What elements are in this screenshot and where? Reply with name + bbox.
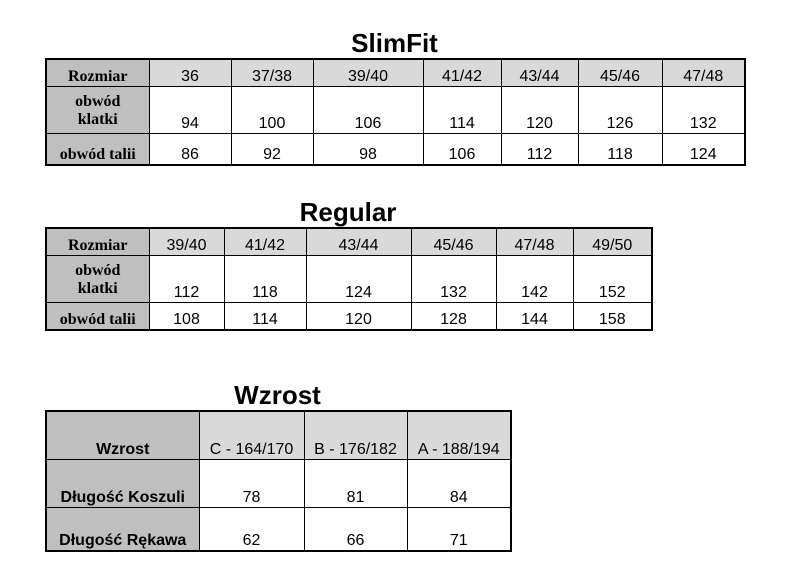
- table-cell: 120: [305, 302, 412, 331]
- table-cell: 92: [230, 133, 314, 166]
- corner-label-wzrost: Wzrost: [45, 410, 200, 460]
- corner-label-regular: Rozmiar: [45, 227, 150, 256]
- table-row-header: Rozmiar 36 37/38 39/40 41/42 43/44 45/46…: [45, 58, 746, 87]
- table-row: obwód klatki 94 100 106 114 120 126 132: [45, 86, 746, 134]
- table-row: Długość Koszuli 78 81 84: [45, 459, 512, 508]
- row-label: Długość Koszuli: [45, 459, 200, 508]
- column-header: 43/44: [305, 227, 412, 256]
- row-label-line1: obwód: [75, 262, 121, 279]
- table-cell: 126: [577, 86, 663, 134]
- column-header: 41/42: [422, 58, 502, 87]
- table-cell: 78: [198, 459, 305, 508]
- table-cell: 114: [223, 302, 307, 331]
- table-wzrost: Wzrost C - 164/170 B - 176/182 A - 188/1…: [45, 410, 512, 552]
- table-cell: 62: [198, 507, 305, 552]
- table-cell: 84: [406, 459, 512, 508]
- size-table-slimfit: SlimFit Rozmiar 36 37/38 39/40 41/42 43/…: [45, 28, 746, 166]
- size-table-regular: Regular Rozmiar 39/40 41/42 43/44 45/46 …: [45, 197, 653, 331]
- column-header: C - 164/170: [198, 410, 305, 460]
- table-cell: 86: [148, 133, 232, 166]
- table-cell: 81: [303, 459, 408, 508]
- table-cell: 124: [305, 255, 412, 303]
- table-row-header: Wzrost C - 164/170 B - 176/182 A - 188/1…: [45, 410, 512, 460]
- table-cell: 124: [661, 133, 746, 166]
- column-header: B - 176/182: [303, 410, 408, 460]
- table-cell: 98: [312, 133, 424, 166]
- table-cell: 144: [495, 302, 574, 331]
- table-cell: 132: [661, 86, 746, 134]
- table-cell: 118: [223, 255, 307, 303]
- table-slimfit: Rozmiar 36 37/38 39/40 41/42 43/44 45/46…: [45, 58, 746, 166]
- corner-label-slimfit: Rozmiar: [45, 58, 150, 87]
- table-cell: 158: [572, 302, 653, 331]
- table-row: obwód talii 86 92 98 106 112 118 124: [45, 133, 746, 166]
- table-cell: 71: [406, 507, 512, 552]
- row-label-line2: klatki: [77, 280, 118, 297]
- table-cell: 152: [572, 255, 653, 303]
- table-regular: Rozmiar 39/40 41/42 43/44 45/46 47/48 49…: [45, 227, 653, 331]
- column-header: 36: [148, 58, 232, 87]
- table-cell: 108: [148, 302, 225, 331]
- column-header: 45/46: [577, 58, 663, 87]
- table-row: obwód klatki 112 118 124 132 142 152: [45, 255, 653, 303]
- table-cell: 94: [148, 86, 232, 134]
- column-header: 39/40: [312, 58, 424, 87]
- row-label: obwód klatki: [45, 86, 150, 134]
- table-cell: 106: [312, 86, 424, 134]
- table-cell: 132: [410, 255, 497, 303]
- table-cell: 112: [148, 255, 225, 303]
- table-row: obwód talii 108 114 120 128 144 158: [45, 302, 653, 331]
- row-label: obwód klatki: [45, 255, 150, 303]
- row-label-line1: obwód: [75, 93, 121, 110]
- row-label: obwód talii: [45, 302, 150, 331]
- size-table-wzrost: Wzrost Wzrost C - 164/170 B - 176/182 A …: [45, 380, 512, 552]
- column-header: 45/46: [410, 227, 497, 256]
- column-header: 47/48: [495, 227, 574, 256]
- table-cell: 100: [230, 86, 314, 134]
- table-cell: 66: [303, 507, 408, 552]
- column-header: 41/42: [223, 227, 307, 256]
- table-cell: 114: [422, 86, 502, 134]
- table-row-header: Rozmiar 39/40 41/42 43/44 45/46 47/48 49…: [45, 227, 653, 256]
- row-label-line2: klatki: [77, 111, 118, 128]
- table-cell: 120: [500, 86, 579, 134]
- table-cell: 142: [495, 255, 574, 303]
- table-cell: 106: [422, 133, 502, 166]
- row-label: Długość Rękawa: [45, 507, 200, 552]
- column-header: 39/40: [148, 227, 225, 256]
- table-cell: 112: [500, 133, 579, 166]
- table-cell: 118: [577, 133, 663, 166]
- column-header: 49/50: [572, 227, 653, 256]
- row-label: obwód talii: [45, 133, 150, 166]
- column-header: 37/38: [230, 58, 314, 87]
- table-title-slimfit: SlimFit: [351, 28, 438, 58]
- column-header: A - 188/194: [406, 410, 512, 460]
- table-title-wzrost: Wzrost: [234, 380, 321, 410]
- table-title-regular: Regular: [299, 197, 397, 227]
- table-cell: 128: [410, 302, 497, 331]
- column-header: 43/44: [500, 58, 579, 87]
- column-header: 47/48: [661, 58, 746, 87]
- table-row: Długość Rękawa 62 66 71: [45, 507, 512, 552]
